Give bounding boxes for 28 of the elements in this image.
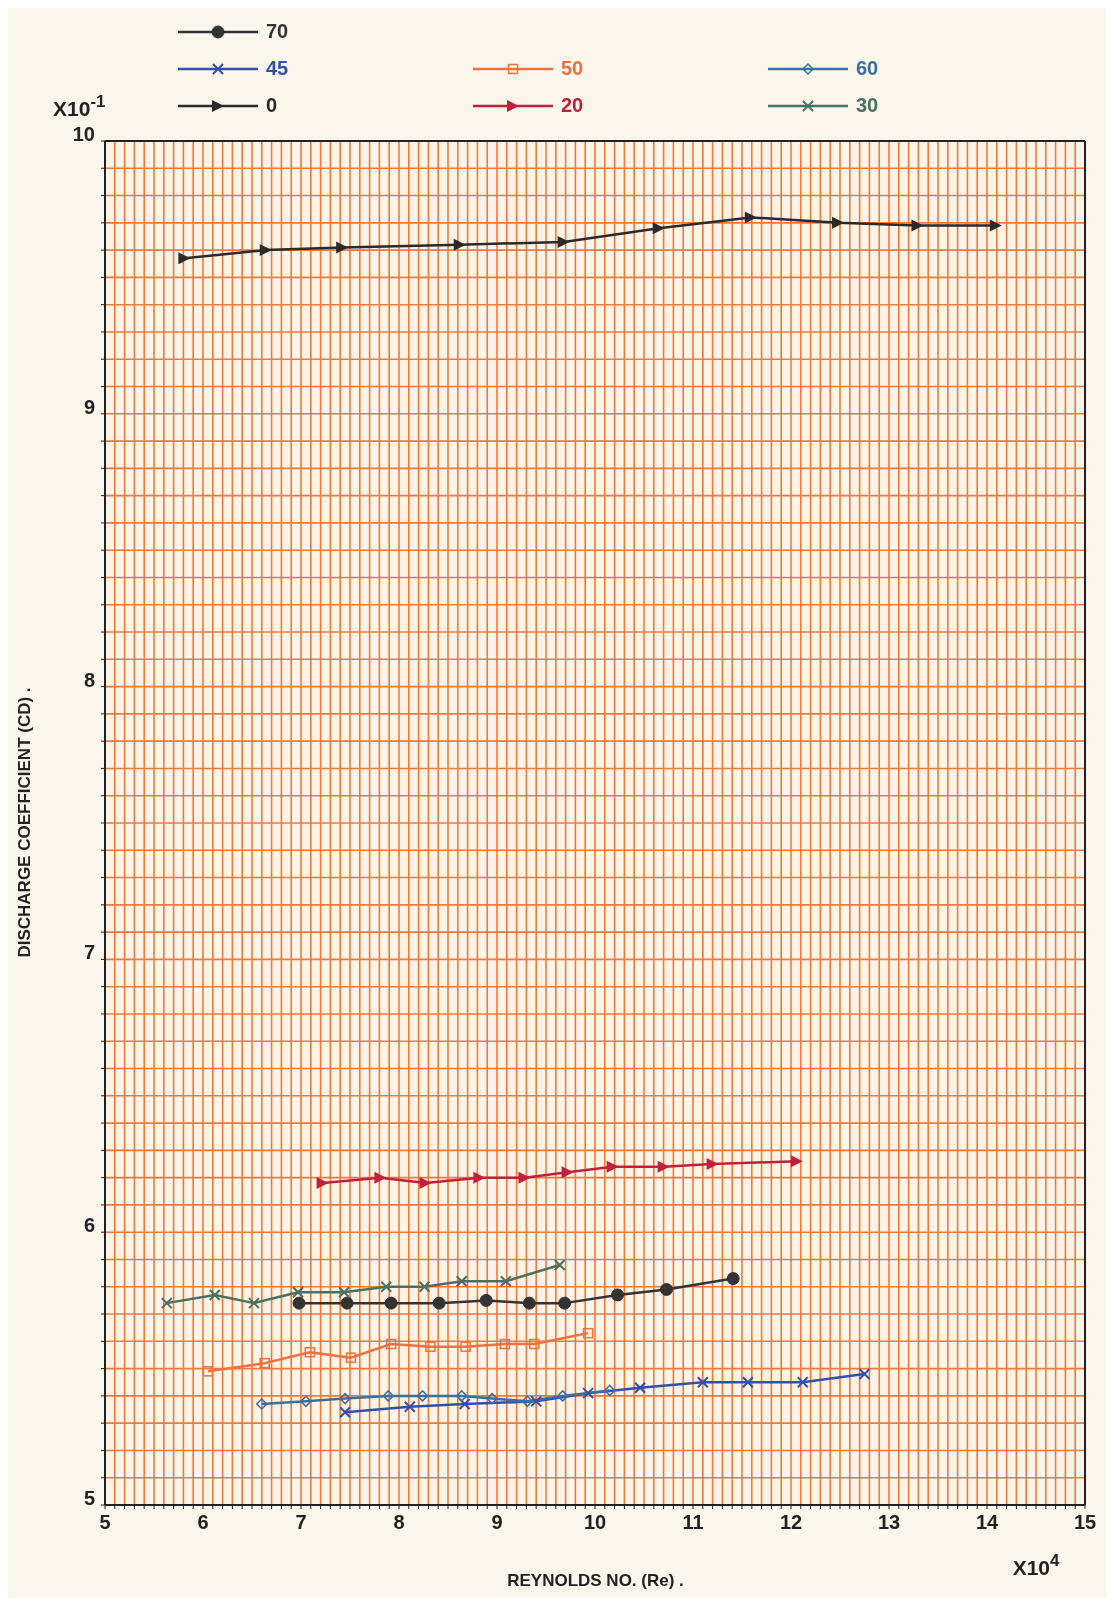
text: X10$^{-1}$ bbox=[53, 91, 106, 120]
y-axis-title: DISCHARGE COEFFICIENT (CD) . bbox=[15, 687, 34, 958]
x-tick-label: 9 bbox=[491, 1511, 503, 1533]
y-tick-label: 5 bbox=[83, 1487, 95, 1509]
x-tick-label: 15 bbox=[1073, 1511, 1097, 1533]
x-tick-label: 10 bbox=[583, 1511, 607, 1533]
x-tick-label: 13 bbox=[877, 1511, 901, 1533]
y-tick-label: 6 bbox=[83, 1214, 95, 1237]
x-tick-label: 8 bbox=[393, 1511, 405, 1533]
legend-label: 70 bbox=[266, 20, 289, 43]
x-tick-label: 5 bbox=[99, 1511, 111, 1533]
legend-label: 0 bbox=[266, 94, 278, 117]
x-tick-label: 14 bbox=[975, 1511, 999, 1533]
legend-label: 50 bbox=[561, 57, 584, 80]
y-tick-label: 10 bbox=[72, 123, 95, 145]
x-tick-label: 12 bbox=[779, 1511, 803, 1533]
legend-label: 60 bbox=[856, 57, 879, 80]
y-tick-label: 7 bbox=[83, 941, 95, 964]
text: X10$^{4}$ bbox=[1012, 1550, 1061, 1579]
legend-label: 30 bbox=[856, 94, 879, 117]
x-tick-label: 7 bbox=[295, 1511, 307, 1533]
x-axis-title: REYNOLDS NO. (Re) . bbox=[507, 1571, 684, 1590]
x-tick-label: 6 bbox=[197, 1511, 209, 1533]
y-tick-label: 9 bbox=[83, 395, 95, 418]
legend-label: 45 bbox=[266, 57, 289, 80]
y-tick-label: 8 bbox=[83, 668, 95, 691]
legend-label: 20 bbox=[561, 94, 584, 117]
x-tick-label: 11 bbox=[682, 1511, 704, 1533]
